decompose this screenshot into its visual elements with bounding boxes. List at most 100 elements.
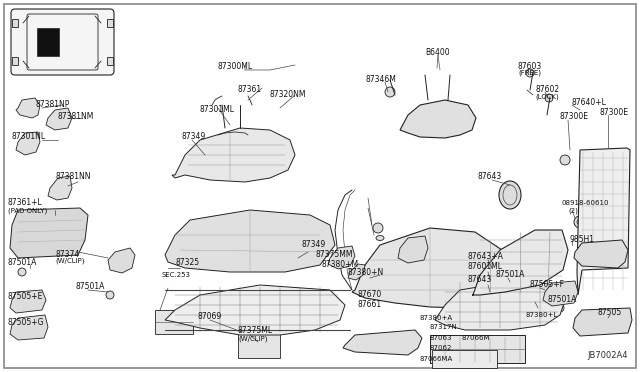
Bar xyxy=(238,330,280,358)
FancyBboxPatch shape xyxy=(11,9,114,75)
Circle shape xyxy=(229,131,235,137)
Text: 87670: 87670 xyxy=(358,290,382,299)
Bar xyxy=(155,310,193,334)
Polygon shape xyxy=(573,308,632,336)
Text: 87300ML: 87300ML xyxy=(218,62,253,71)
Polygon shape xyxy=(46,108,72,130)
Text: 87505+F: 87505+F xyxy=(530,280,565,289)
Polygon shape xyxy=(348,264,365,280)
Text: 87380+A: 87380+A xyxy=(420,315,453,321)
Polygon shape xyxy=(16,132,40,155)
Circle shape xyxy=(574,216,586,228)
Text: 87381NN: 87381NN xyxy=(55,172,90,181)
Polygon shape xyxy=(328,246,355,269)
Text: 87505+G: 87505+G xyxy=(8,318,45,327)
Text: 87601ML: 87601ML xyxy=(468,262,503,271)
Circle shape xyxy=(526,69,534,77)
Circle shape xyxy=(577,219,583,225)
Bar xyxy=(107,19,113,27)
Circle shape xyxy=(18,268,26,276)
Text: 87643+A: 87643+A xyxy=(468,252,504,261)
Text: (W/CLIP): (W/CLIP) xyxy=(238,335,268,341)
Text: 87505: 87505 xyxy=(598,308,622,317)
Text: (2): (2) xyxy=(568,208,578,215)
Polygon shape xyxy=(16,98,40,118)
Text: 87063: 87063 xyxy=(430,335,452,341)
Polygon shape xyxy=(48,176,72,200)
Polygon shape xyxy=(543,281,578,306)
Bar xyxy=(37,28,59,56)
Text: 87603: 87603 xyxy=(518,62,542,71)
Bar xyxy=(432,350,497,368)
Ellipse shape xyxy=(499,181,521,209)
Text: 87661: 87661 xyxy=(358,300,382,309)
Text: 87375ML: 87375ML xyxy=(238,326,273,335)
Polygon shape xyxy=(352,228,515,308)
Text: 87501A: 87501A xyxy=(496,270,525,279)
Text: 87300E: 87300E xyxy=(600,108,629,117)
Circle shape xyxy=(385,87,395,97)
Circle shape xyxy=(556,304,564,312)
Polygon shape xyxy=(343,330,422,355)
Circle shape xyxy=(373,223,383,233)
Text: 87301NL: 87301NL xyxy=(12,132,46,141)
Text: 87317N: 87317N xyxy=(430,324,458,330)
Text: 87640+L: 87640+L xyxy=(572,98,607,107)
Ellipse shape xyxy=(376,235,384,241)
Text: 87381NM: 87381NM xyxy=(58,112,94,121)
Text: 87602: 87602 xyxy=(535,85,559,94)
Polygon shape xyxy=(10,290,46,313)
Circle shape xyxy=(106,291,114,299)
Bar xyxy=(430,335,525,363)
Polygon shape xyxy=(172,128,295,182)
Text: 87349: 87349 xyxy=(182,132,206,141)
Polygon shape xyxy=(165,285,345,335)
Text: (W/CLIP): (W/CLIP) xyxy=(55,258,84,264)
Text: 87320NM: 87320NM xyxy=(270,90,307,99)
Text: (LOCK): (LOCK) xyxy=(535,93,559,99)
Text: 87066MA: 87066MA xyxy=(420,356,453,362)
Text: 87501A: 87501A xyxy=(75,282,104,291)
Polygon shape xyxy=(10,208,88,258)
Text: 87375MM: 87375MM xyxy=(316,250,353,259)
Text: 87380+M: 87380+M xyxy=(322,260,359,269)
Polygon shape xyxy=(577,148,630,295)
Text: 87069: 87069 xyxy=(198,312,222,321)
Polygon shape xyxy=(435,280,565,330)
Polygon shape xyxy=(165,210,335,272)
Text: 87062: 87062 xyxy=(430,345,452,351)
Text: 87505+E: 87505+E xyxy=(8,292,44,301)
Circle shape xyxy=(506,281,514,289)
Polygon shape xyxy=(108,248,135,273)
Text: 87643: 87643 xyxy=(468,275,492,284)
Text: 87349: 87349 xyxy=(302,240,326,249)
Bar xyxy=(12,57,18,65)
Text: 87300E: 87300E xyxy=(560,112,589,121)
Text: 87346M: 87346M xyxy=(365,75,396,84)
Text: 87501A: 87501A xyxy=(548,295,577,304)
Text: 87066M: 87066M xyxy=(462,335,490,341)
Text: 87361: 87361 xyxy=(238,85,262,94)
Text: 87374: 87374 xyxy=(55,250,79,259)
Text: 87501A: 87501A xyxy=(8,258,37,267)
Circle shape xyxy=(545,94,553,102)
Polygon shape xyxy=(574,240,628,268)
Text: 87301ML: 87301ML xyxy=(200,105,235,114)
Bar xyxy=(12,19,18,27)
Text: 87643: 87643 xyxy=(478,172,502,181)
Text: 87380+N: 87380+N xyxy=(348,268,384,277)
Circle shape xyxy=(560,155,570,165)
Text: B6400: B6400 xyxy=(425,48,450,57)
Polygon shape xyxy=(472,230,568,295)
Text: 87361+L: 87361+L xyxy=(8,198,43,207)
Polygon shape xyxy=(400,100,476,138)
Polygon shape xyxy=(398,236,428,263)
Text: 87380+L: 87380+L xyxy=(525,312,557,318)
Text: 87381NP: 87381NP xyxy=(35,100,69,109)
Bar xyxy=(107,57,113,65)
Text: 985H1: 985H1 xyxy=(570,235,595,244)
Text: 08918-60610: 08918-60610 xyxy=(562,200,609,206)
Text: SEC.253: SEC.253 xyxy=(162,272,191,278)
Text: (FREE): (FREE) xyxy=(518,70,541,77)
Text: JB7002A4: JB7002A4 xyxy=(588,351,628,360)
